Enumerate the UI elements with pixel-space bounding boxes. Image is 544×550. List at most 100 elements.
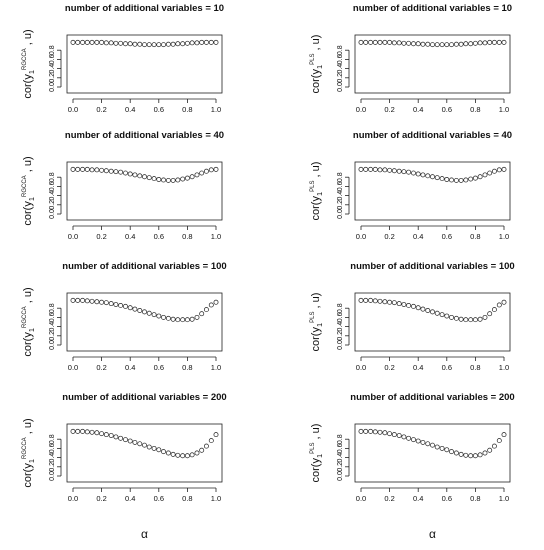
data-point <box>487 447 493 453</box>
data-point <box>496 438 502 444</box>
data-point <box>411 437 416 443</box>
data-point <box>458 451 464 457</box>
data-point <box>434 444 440 450</box>
data-point <box>75 39 81 45</box>
data-point <box>401 169 407 175</box>
data-point <box>463 41 469 47</box>
x-tick-label: 0.4 <box>125 363 135 372</box>
data-point <box>434 175 440 181</box>
chart-panel-1: number of additional variables = 100.0 0.… <box>22 3 224 114</box>
data-point <box>137 173 143 179</box>
data-point <box>151 176 157 182</box>
x-tick-label: 0.8 <box>470 363 480 372</box>
data-point <box>387 39 393 45</box>
data-point <box>363 297 369 303</box>
x-tick-label: 0.2 <box>96 105 106 114</box>
data-point <box>463 177 469 183</box>
data-point <box>123 41 128 47</box>
data-point <box>113 169 119 175</box>
data-point <box>199 170 205 176</box>
y-axis-label-superscript: RGCCA <box>22 48 28 70</box>
data-point <box>491 168 497 174</box>
data-point <box>496 39 502 45</box>
data-point <box>189 40 195 46</box>
data-point <box>175 317 181 323</box>
chart-title: number of additional variables = 100 <box>62 261 226 272</box>
data-point <box>146 175 152 181</box>
data-point <box>84 429 90 435</box>
x-tick-label: 0.0 <box>68 232 78 241</box>
data-point <box>156 42 162 48</box>
data-point <box>208 39 214 45</box>
x-tick-label: 0.6 <box>154 494 164 503</box>
x-axis-label: α <box>429 527 436 541</box>
data-point <box>391 300 397 306</box>
data-point <box>425 173 431 179</box>
data-point <box>113 302 119 307</box>
data-point <box>146 444 152 450</box>
x-tick-label: 0.2 <box>96 494 106 503</box>
data-point <box>75 166 81 172</box>
y-axis-label-superscript: PLS <box>310 53 316 64</box>
data-point <box>406 302 412 308</box>
data-point <box>439 312 445 318</box>
data-point <box>458 316 464 322</box>
y-axis-label: cor(y1PLS , u) <box>310 293 324 352</box>
chart-title: number of additional variables = 200 <box>62 392 226 403</box>
y-tick-label: 0.2 <box>49 73 56 83</box>
data-point <box>213 432 219 438</box>
data-point <box>496 302 502 308</box>
y-axis-label-subscript: 1 <box>315 192 324 196</box>
data-point <box>430 442 435 448</box>
x-axis-label: α <box>141 527 148 541</box>
data-point <box>80 297 86 303</box>
data-point <box>146 310 152 316</box>
data-point <box>165 41 171 47</box>
data-point <box>94 167 100 173</box>
y-tick-label: 0.4 <box>49 191 56 201</box>
data-point <box>444 177 450 182</box>
x-tick-label: 0.2 <box>384 494 394 503</box>
data-point <box>382 430 388 436</box>
data-point <box>372 429 378 435</box>
x-tick-label: 1.0 <box>211 232 221 241</box>
data-point <box>89 167 95 173</box>
data-point <box>472 40 478 46</box>
plot-frame <box>66 34 223 94</box>
data-point <box>94 39 100 45</box>
data-point <box>420 41 426 47</box>
x-tick-label: 0.4 <box>413 494 423 503</box>
x-tick-label: 0.0 <box>356 363 366 372</box>
y-tick-label: 0.0 <box>337 340 344 350</box>
y-axis-label-superscript: RGCCA <box>22 306 28 328</box>
data-point <box>132 172 138 178</box>
y-axis-label-superscript: PLS <box>310 180 316 191</box>
data-point <box>118 302 124 308</box>
data-point <box>84 298 90 304</box>
chart-title: number of additional variables = 100 <box>350 261 514 272</box>
y-tick-label: 0.4 <box>49 453 56 463</box>
data-point <box>487 311 493 317</box>
x-tick-label: 0.6 <box>154 105 164 114</box>
data-point <box>170 41 176 47</box>
y-axis-label-main: cor(y <box>22 74 34 99</box>
chart-title: number of additional variables = 200 <box>350 392 514 403</box>
data-point <box>213 166 219 172</box>
data-point <box>165 450 171 456</box>
data-point <box>444 313 450 319</box>
data-point <box>420 172 426 178</box>
y-tick-label: 0.6 <box>49 181 56 191</box>
y-tick-label: 0.6 <box>49 312 56 322</box>
chart-panel-4: number of additional variables = 400.0 0.… <box>310 130 512 241</box>
y-tick-label: 0.4 <box>337 322 344 332</box>
x-tick-label: 0.8 <box>470 232 480 241</box>
x-tick-label: 0.4 <box>413 363 423 372</box>
data-point <box>463 317 469 323</box>
data-point <box>411 41 416 47</box>
data-point <box>213 299 219 305</box>
x-tick-label: 0.8 <box>182 232 192 241</box>
data-point <box>132 41 138 47</box>
data-point <box>99 167 105 173</box>
y-tick-label: 0.0 <box>49 340 56 350</box>
